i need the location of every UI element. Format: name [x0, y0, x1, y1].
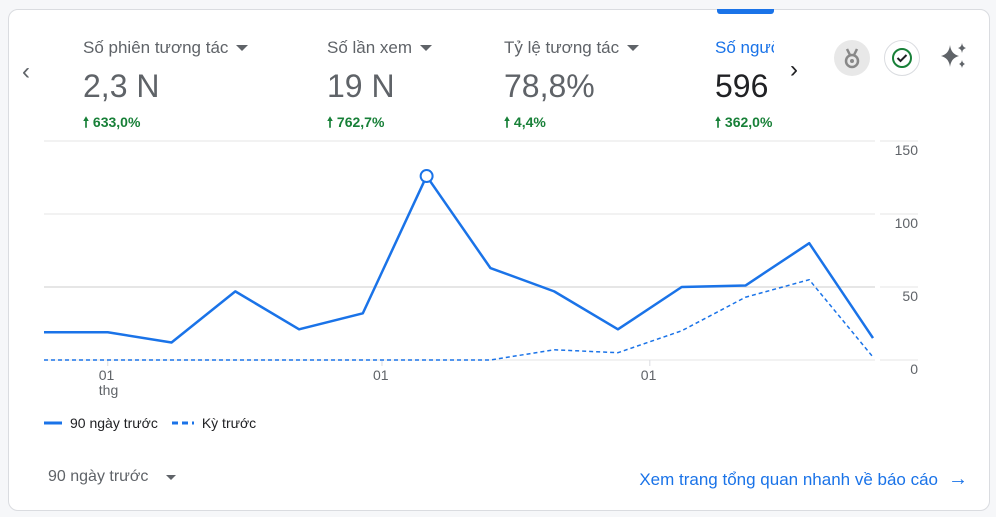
view-report-label: Xem trang tổng quan nhanh về báo cáo [639, 469, 938, 489]
highlight-point [419, 169, 434, 184]
y-tick-label: 0 [910, 361, 918, 377]
check-circle-icon[interactable] [884, 40, 920, 76]
date-range-dropdown[interactable]: 90 ngày trước [48, 468, 177, 486]
metric-value: 78,8% [504, 68, 595, 104]
view-report-link[interactable]: Xem trang tổng quan nhanh về báo cáo → [639, 468, 968, 491]
medal-icon[interactable] [834, 40, 870, 76]
metric-engagement-rate[interactable]: Tỷ lệ tương tác 78,8% 🠕 4,4% [504, 38, 684, 136]
metric-label: Số người [715, 38, 774, 57]
metric-change: 362,0% [724, 114, 773, 130]
dropdown-caret-icon[interactable] [627, 45, 640, 51]
chevron-right-icon[interactable]: › [790, 56, 798, 83]
metric-label: Tỷ lệ tương tác [504, 38, 620, 57]
metric-engaged-sessions[interactable]: Số phiên tương tác 2,3 N 🠕 633,0% [83, 38, 283, 136]
legend-label-current: 90 ngày trước [70, 415, 158, 431]
metric-users[interactable]: Số người 596 🠕 362,0% [715, 38, 774, 136]
metric-change: 762,7% [336, 114, 385, 130]
sparkle-icon[interactable] [936, 38, 972, 74]
arrow-right-icon: → [948, 468, 968, 490]
series-line-previous [44, 278, 874, 361]
metric-value: 596 [715, 68, 769, 104]
x-tick-label: 01 [641, 367, 657, 383]
metric-value: 19 N [327, 68, 395, 104]
y-tick-label: 50 [902, 288, 918, 304]
x-tick-sublabel: thg [99, 382, 118, 398]
chart-legend: 90 ngày trước Kỳ trước [44, 415, 256, 431]
dropdown-caret-icon [166, 474, 177, 480]
x-tick-label: 01 [373, 367, 389, 383]
dropdown-caret-icon[interactable] [236, 45, 249, 51]
x-tick-label: 01 [99, 367, 115, 383]
metric-change: 633,0% [92, 114, 141, 130]
date-range-label: 90 ngày trước [48, 468, 149, 485]
legend-label-previous: Kỳ trước [201, 415, 257, 431]
metric-value: 2,3 N [83, 68, 160, 104]
active-metric-indicator [717, 9, 774, 14]
legend-solid-swatch [44, 421, 62, 425]
metric-change: 4,4% [513, 114, 546, 130]
metric-label: Số lần xem [327, 38, 413, 57]
chevron-left-icon[interactable]: ‹ [22, 58, 30, 85]
metric-label: Số phiên tương tác [83, 38, 229, 57]
y-tick-label: 100 [895, 215, 919, 231]
metric-views[interactable]: Số lần xem 19 N 🠕 762,7% [327, 38, 487, 136]
series-line-current [44, 174, 875, 344]
dropdown-caret-icon[interactable] [420, 45, 433, 51]
y-tick-label: 150 [895, 142, 919, 158]
overview-card [8, 9, 990, 511]
legend-dashed-swatch [171, 421, 194, 425]
